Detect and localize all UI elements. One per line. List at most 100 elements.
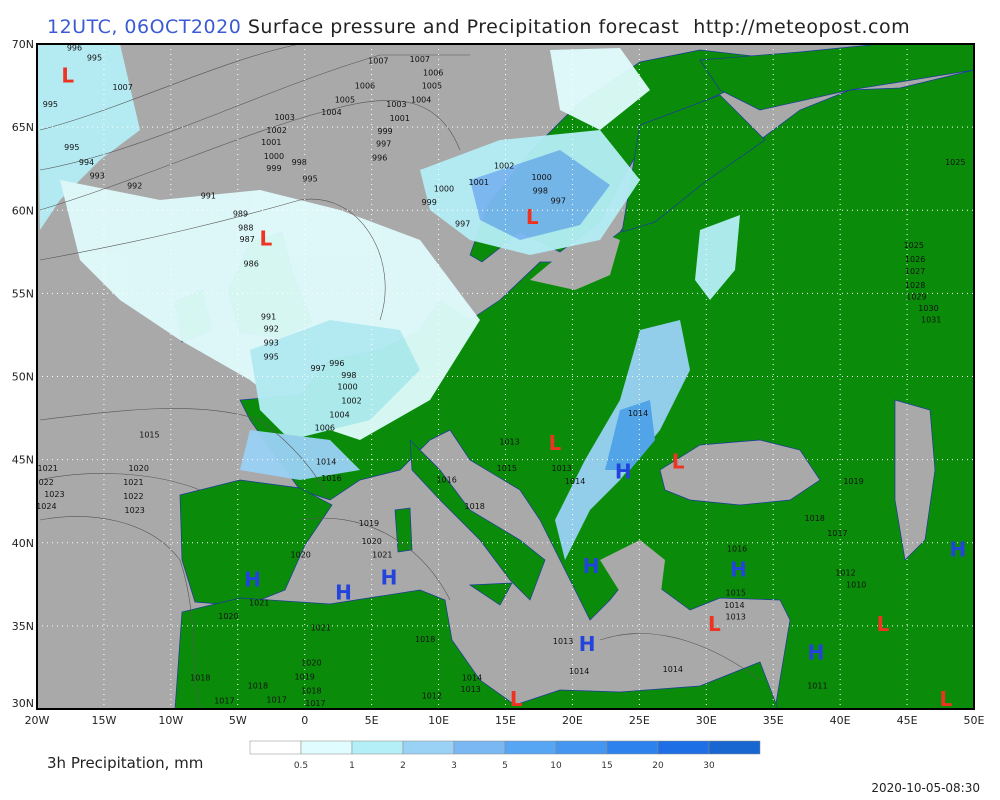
isobar-label: 1016 — [436, 476, 456, 485]
colorbar-tick: 15 — [601, 761, 612, 771]
isobar-label: 1001 — [390, 114, 410, 123]
precip-area — [240, 430, 360, 480]
isobar — [39, 516, 201, 709]
isobar — [599, 633, 761, 681]
isobar-label: 1014 — [569, 667, 589, 676]
land-finland — [621, 94, 766, 233]
low-pressure-marker: L — [510, 687, 523, 711]
high-pressure-marker: H — [579, 632, 596, 656]
high-pressure-marker: H — [244, 567, 261, 591]
isobar-label: 995 — [87, 53, 102, 62]
lon-tick-label: 30E — [696, 714, 717, 727]
isobar-label: 1020 — [291, 550, 311, 559]
isobar-lines — [39, 44, 761, 709]
lon-tick-label: 5W — [229, 714, 247, 727]
isobar-label: 1000 — [531, 173, 551, 182]
timestamp: 2020-10-05-08:30 — [871, 781, 980, 795]
isobar-label: 1017 — [827, 529, 847, 538]
isobar-label: 1014 — [663, 665, 683, 674]
isobar-label: 1006 — [315, 424, 335, 433]
isobar-label: 998 — [341, 371, 356, 380]
isobar-label: 992 — [264, 324, 279, 333]
isobar-label: 1000 — [434, 185, 454, 194]
colorbar-swatch — [453, 740, 506, 755]
isobar-label: 1014 — [724, 601, 744, 610]
isobar-label: 1021 — [38, 464, 58, 473]
isobar-label: 1012 — [422, 692, 442, 701]
precip-area — [250, 320, 420, 440]
isobar-label: 1028 — [905, 281, 925, 290]
isobar-label: 1020 — [129, 464, 149, 473]
isobar-label: 999 — [377, 127, 392, 136]
lat-tick-label: 30N — [12, 697, 34, 710]
product-name: Surface pressure and Precipitation forec… — [247, 16, 680, 38]
colorbar-swatch — [300, 740, 353, 755]
lat-tick-label: 45N — [12, 454, 34, 467]
isobar-label: 998 — [533, 186, 548, 195]
low-pressure-marker: L — [877, 612, 890, 636]
isobar-label: 1017 — [214, 697, 234, 706]
lon-tick-label: 25E — [629, 714, 650, 727]
isobar-label: 1018 — [415, 635, 435, 644]
high-pressure-marker: H — [583, 554, 600, 578]
isobar-label: 1011 — [807, 682, 827, 691]
isobar-label: 1007 — [368, 57, 388, 66]
colorbar-swatch — [657, 740, 710, 755]
isobar-label: 1013 — [461, 685, 481, 694]
low-pressure-marker: L — [61, 64, 74, 88]
isobar-label: 995 — [302, 175, 317, 184]
isobar-label: 1017 — [305, 699, 325, 708]
low-pressure-marker: L — [708, 612, 721, 636]
isobar-label: 1002 — [341, 396, 361, 405]
isobar-label: 1024 — [36, 502, 56, 511]
colorbar-tick: 2 — [400, 761, 406, 771]
isobar-label: 1018 — [301, 686, 321, 695]
isobar-label: 1017 — [266, 696, 286, 705]
isobar-label: 997 — [551, 196, 566, 205]
isobar-label: 997 — [310, 364, 325, 373]
isobar-label: 1019 — [843, 477, 863, 486]
low-pressure-marker: L — [526, 205, 539, 229]
lat-tick-label: 65N — [12, 121, 34, 134]
lat-tick-label: 60N — [12, 204, 34, 217]
isobar-label: 1010 — [846, 580, 866, 589]
colorbar-tick: 20 — [652, 761, 664, 771]
land-italy — [409, 439, 546, 601]
isobar-label: 1020 — [361, 537, 381, 546]
run-time: 12UTC, 06OCT2020 — [47, 16, 242, 38]
isobar-label: 1015 — [497, 464, 517, 473]
lon-tick-label: 0 — [301, 714, 308, 727]
aegean-sea — [600, 540, 665, 600]
isobar-label: 1003 — [274, 113, 294, 122]
isobar-label: 1013 — [553, 637, 573, 646]
colorbar-swatch — [504, 740, 557, 755]
isobar-label: 991 — [201, 191, 216, 200]
isobar-label: 999 — [266, 164, 281, 173]
isobar-label: 1022 — [34, 478, 54, 487]
colorbar-tick: 3 — [451, 761, 457, 771]
isobar-label: 1000 — [264, 152, 284, 161]
isobar-label: 1003 — [386, 100, 406, 109]
isobar — [39, 100, 461, 211]
isobar-label: 997 — [376, 139, 391, 148]
isobar-label: 1022 — [123, 492, 143, 501]
lon-tick-label: 15W — [91, 714, 116, 727]
lon-tick-label: 35E — [763, 714, 784, 727]
isobar-label: 1014 — [316, 457, 336, 466]
isobar-label: 1027 — [905, 267, 925, 276]
isobar-label: 1025 — [904, 241, 924, 250]
isobar-label: 1031 — [921, 316, 941, 325]
isobar-label: 1013 — [499, 437, 519, 446]
isobar-label: 994 — [79, 158, 94, 167]
isobar-label: 1012 — [835, 569, 855, 578]
isobar-label: 991 — [261, 313, 276, 322]
lon-tick-label: 10W — [158, 714, 183, 727]
isobar-label: 1002 — [494, 161, 514, 170]
isobar-label: 996 — [372, 153, 387, 162]
land-kola — [699, 44, 974, 111]
lat-tick-label: 55N — [12, 287, 34, 300]
lat-tick-label: 35N — [12, 620, 34, 633]
high-pressure-marker: H — [615, 459, 632, 483]
lat-tick-label: 70N — [12, 38, 34, 51]
